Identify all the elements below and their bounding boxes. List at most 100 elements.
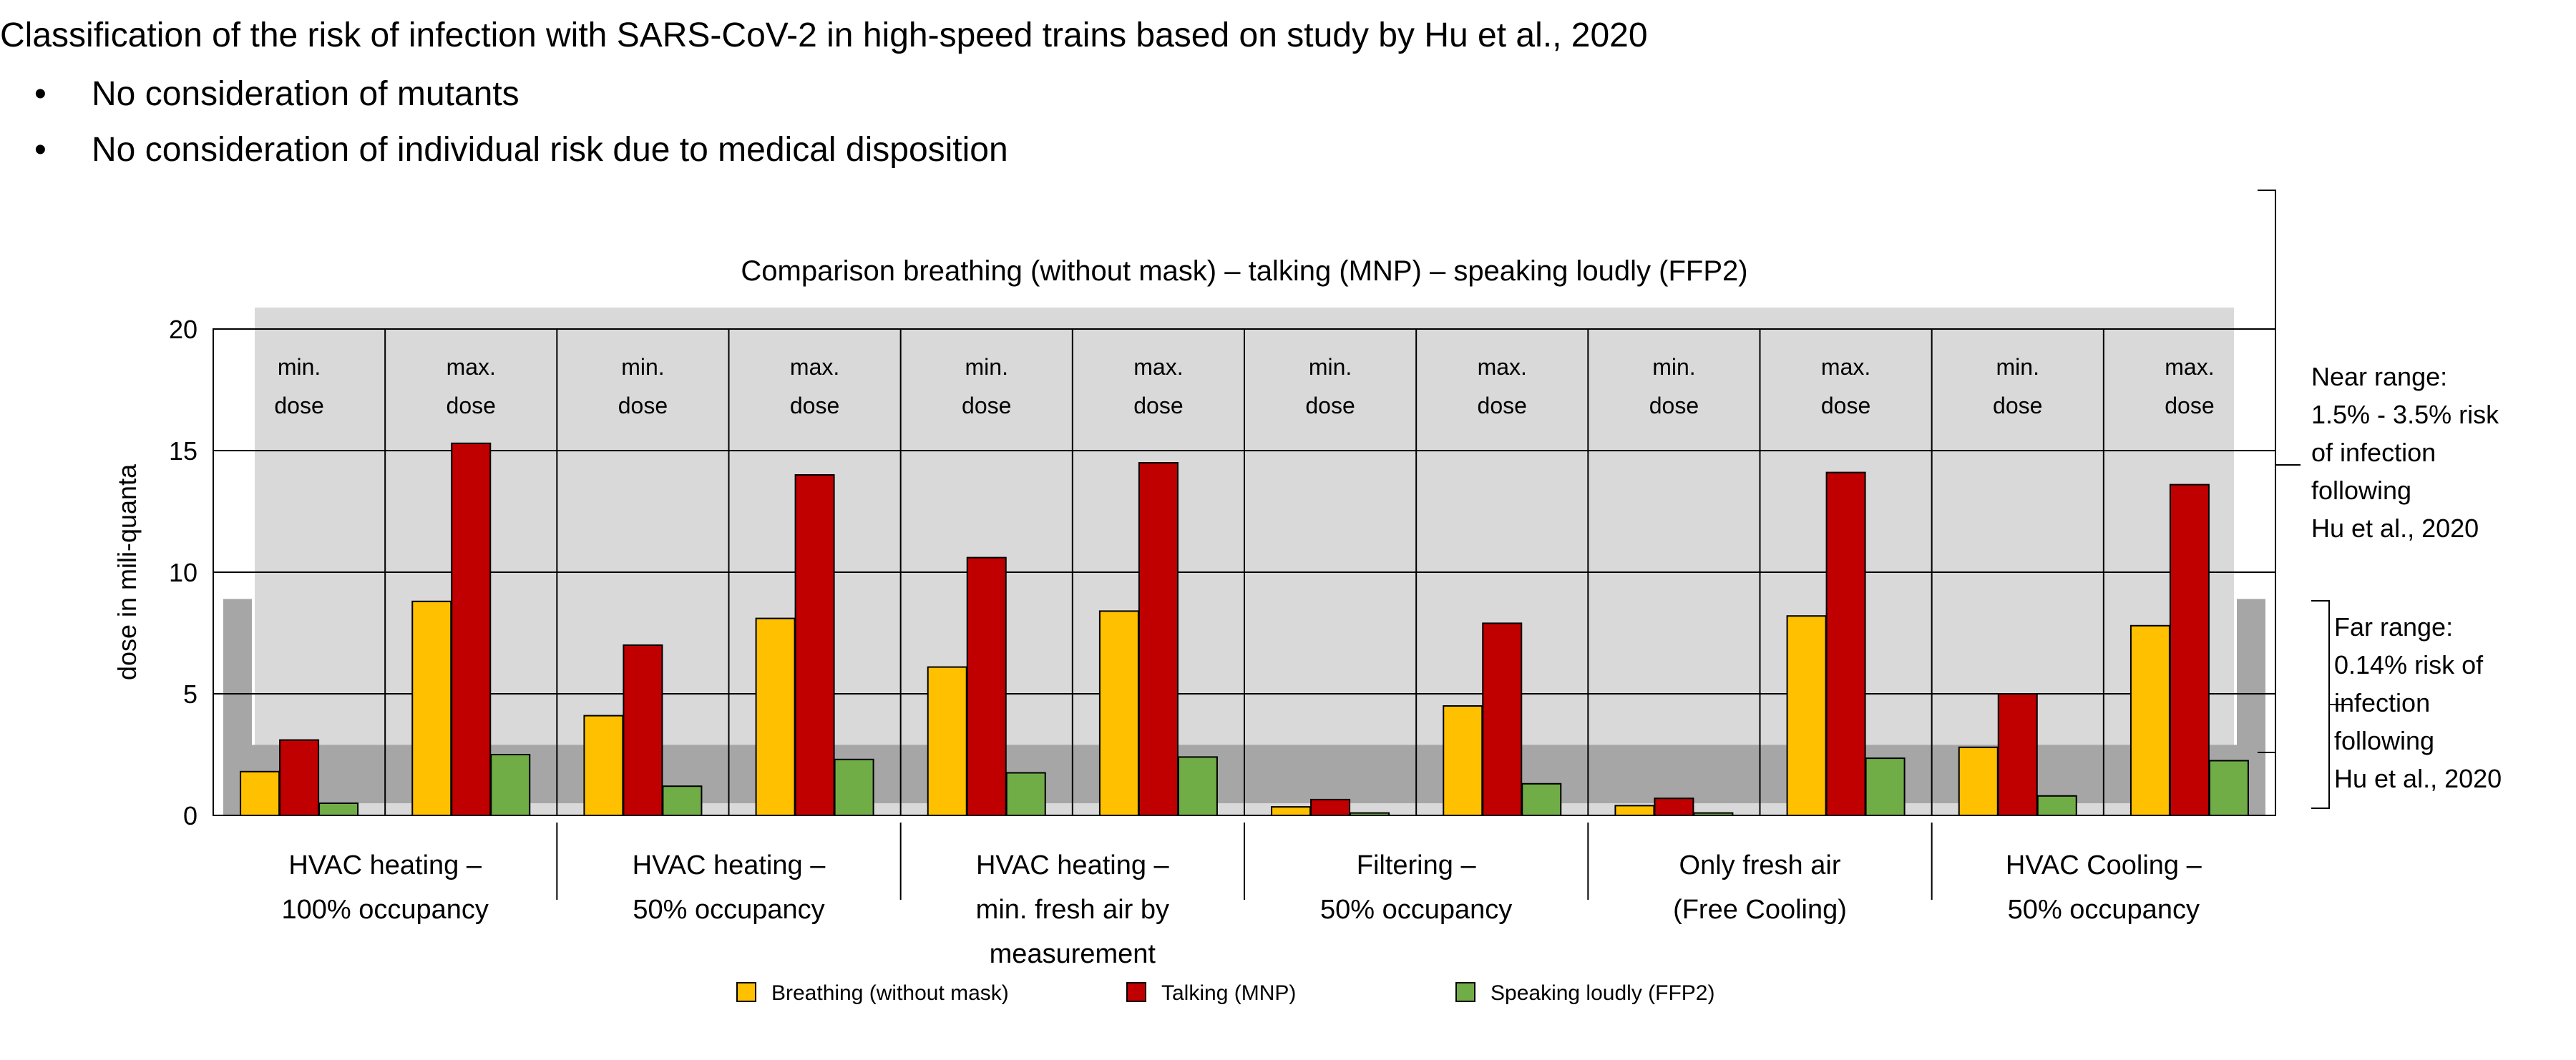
group-label-line: HVAC heating –	[288, 850, 482, 880]
category-label-line: max.	[447, 354, 496, 380]
legend-label: Breathing (without mask)	[771, 981, 1009, 1005]
group-label-line: HVAC Cooling –	[2006, 850, 2202, 880]
y-tick-label: 20	[169, 315, 197, 344]
bar	[1310, 798, 1351, 817]
category-label-line: min.	[1309, 354, 1352, 380]
category-label-line: dose	[1133, 393, 1183, 418]
category-label-line: dose	[618, 393, 668, 418]
bar	[240, 770, 280, 817]
annotation-line: Hu et al., 2020	[2311, 514, 2479, 543]
legend-swatch	[1126, 982, 1146, 1002]
group-label-line: Filtering –	[1357, 850, 1477, 880]
bar	[490, 754, 531, 816]
annotation-line: Near range:	[2311, 362, 2448, 391]
group-label-line: 50% occupancy	[1320, 895, 1512, 925]
category-label-line: max.	[1821, 354, 1870, 380]
bar	[411, 600, 452, 816]
annotation-line: 1.5% - 3.5% risk	[2311, 400, 2499, 429]
bar	[623, 644, 663, 816]
category-label-line: max.	[1478, 354, 1527, 380]
bar	[966, 556, 1007, 816]
bar	[1654, 798, 1694, 816]
legend-label: Talking (MNP)	[1161, 981, 1296, 1005]
category-label-line: max.	[1133, 354, 1183, 380]
category-label-line: min.	[1996, 354, 2039, 380]
bar	[1482, 622, 1523, 817]
y-axis-label: dose in mili-quanta	[112, 463, 142, 680]
bullet-text: No consideration of individual risk due …	[92, 131, 1008, 169]
bar	[1614, 805, 1655, 817]
chart-title: Comparison breathing (without mask) – ta…	[741, 255, 1747, 287]
bar	[662, 785, 703, 816]
bar	[1693, 812, 1734, 816]
near-range-bracket	[2258, 190, 2276, 753]
group-label-line: min. fresh air by	[976, 895, 1169, 925]
legend-swatch	[1455, 982, 1475, 1002]
annotation-line: Far range:	[2334, 612, 2454, 642]
bar	[2208, 760, 2249, 816]
bar	[927, 666, 967, 816]
category-label-line: dose	[962, 393, 1011, 418]
page-title: Classification of the risk of infection …	[0, 16, 1648, 54]
bullet-symbol: •	[34, 131, 47, 169]
legend-label: Speaking loudly (FFP2)	[1491, 981, 1714, 1005]
bar	[1138, 462, 1179, 816]
category-label-line: dose	[1649, 393, 1699, 418]
annotation-line: 0.14% risk of	[2334, 650, 2484, 679]
far-range-annotation: Far range: 0.14% risk of infection follo…	[2334, 608, 2502, 798]
bar	[2129, 624, 2170, 816]
bullet-symbol: •	[34, 75, 47, 113]
legend-swatch	[736, 982, 756, 1002]
bar	[318, 803, 359, 816]
bar	[1350, 812, 1390, 816]
category-label-line: max.	[790, 354, 839, 380]
annotation-line: of infection	[2311, 438, 2436, 467]
bar	[1865, 757, 1906, 816]
group-label-line: HVAC heating –	[976, 850, 1170, 880]
category-label-line: dose	[274, 393, 323, 418]
y-tick-label: 10	[169, 558, 197, 587]
bar	[834, 758, 874, 817]
bar	[1005, 772, 1046, 816]
annotation-line: following	[2334, 726, 2435, 755]
y-tick-label: 15	[169, 436, 197, 466]
bar	[451, 442, 492, 816]
category-label-line: dose	[1305, 393, 1355, 418]
bullet-text: No consideration of mutants	[92, 75, 519, 113]
bar	[1177, 756, 1218, 817]
bar	[1958, 746, 1999, 817]
bar	[1825, 471, 1866, 816]
bar	[1997, 693, 2038, 816]
category-label-line: min.	[621, 354, 664, 380]
bar	[794, 474, 835, 816]
category-label-line: dose	[1478, 393, 1527, 418]
category-label-line: min.	[965, 354, 1008, 380]
group-label-line: measurement	[990, 939, 1156, 969]
category-label-line: min.	[1652, 354, 1695, 380]
bar	[1443, 705, 1483, 816]
category-label-line: dose	[1993, 393, 2042, 418]
far-range-bracket	[2311, 600, 2330, 809]
y-tick-label: 0	[183, 801, 197, 830]
bar	[1098, 610, 1139, 817]
bar	[755, 617, 796, 816]
category-label-line: dose	[790, 393, 839, 418]
y-tick-label: 5	[183, 679, 197, 709]
bar	[583, 715, 624, 816]
group-label-line: Only fresh air	[1679, 850, 1841, 880]
annotation-line: infection	[2334, 688, 2431, 717]
category-label-line: min.	[278, 354, 321, 380]
category-label-line: max.	[2165, 354, 2214, 380]
category-label-line: dose	[447, 393, 496, 418]
bar	[1786, 615, 1827, 816]
bar	[1271, 806, 1312, 816]
category-label-line: dose	[1821, 393, 1870, 418]
bar	[2036, 795, 2077, 817]
group-label-line: 100% occupancy	[281, 895, 488, 925]
group-label-line: 50% occupancy	[633, 895, 824, 925]
annotation-line: following	[2311, 476, 2412, 505]
category-label-line: dose	[2165, 393, 2214, 418]
bar	[2169, 484, 2210, 816]
bar	[279, 739, 320, 816]
